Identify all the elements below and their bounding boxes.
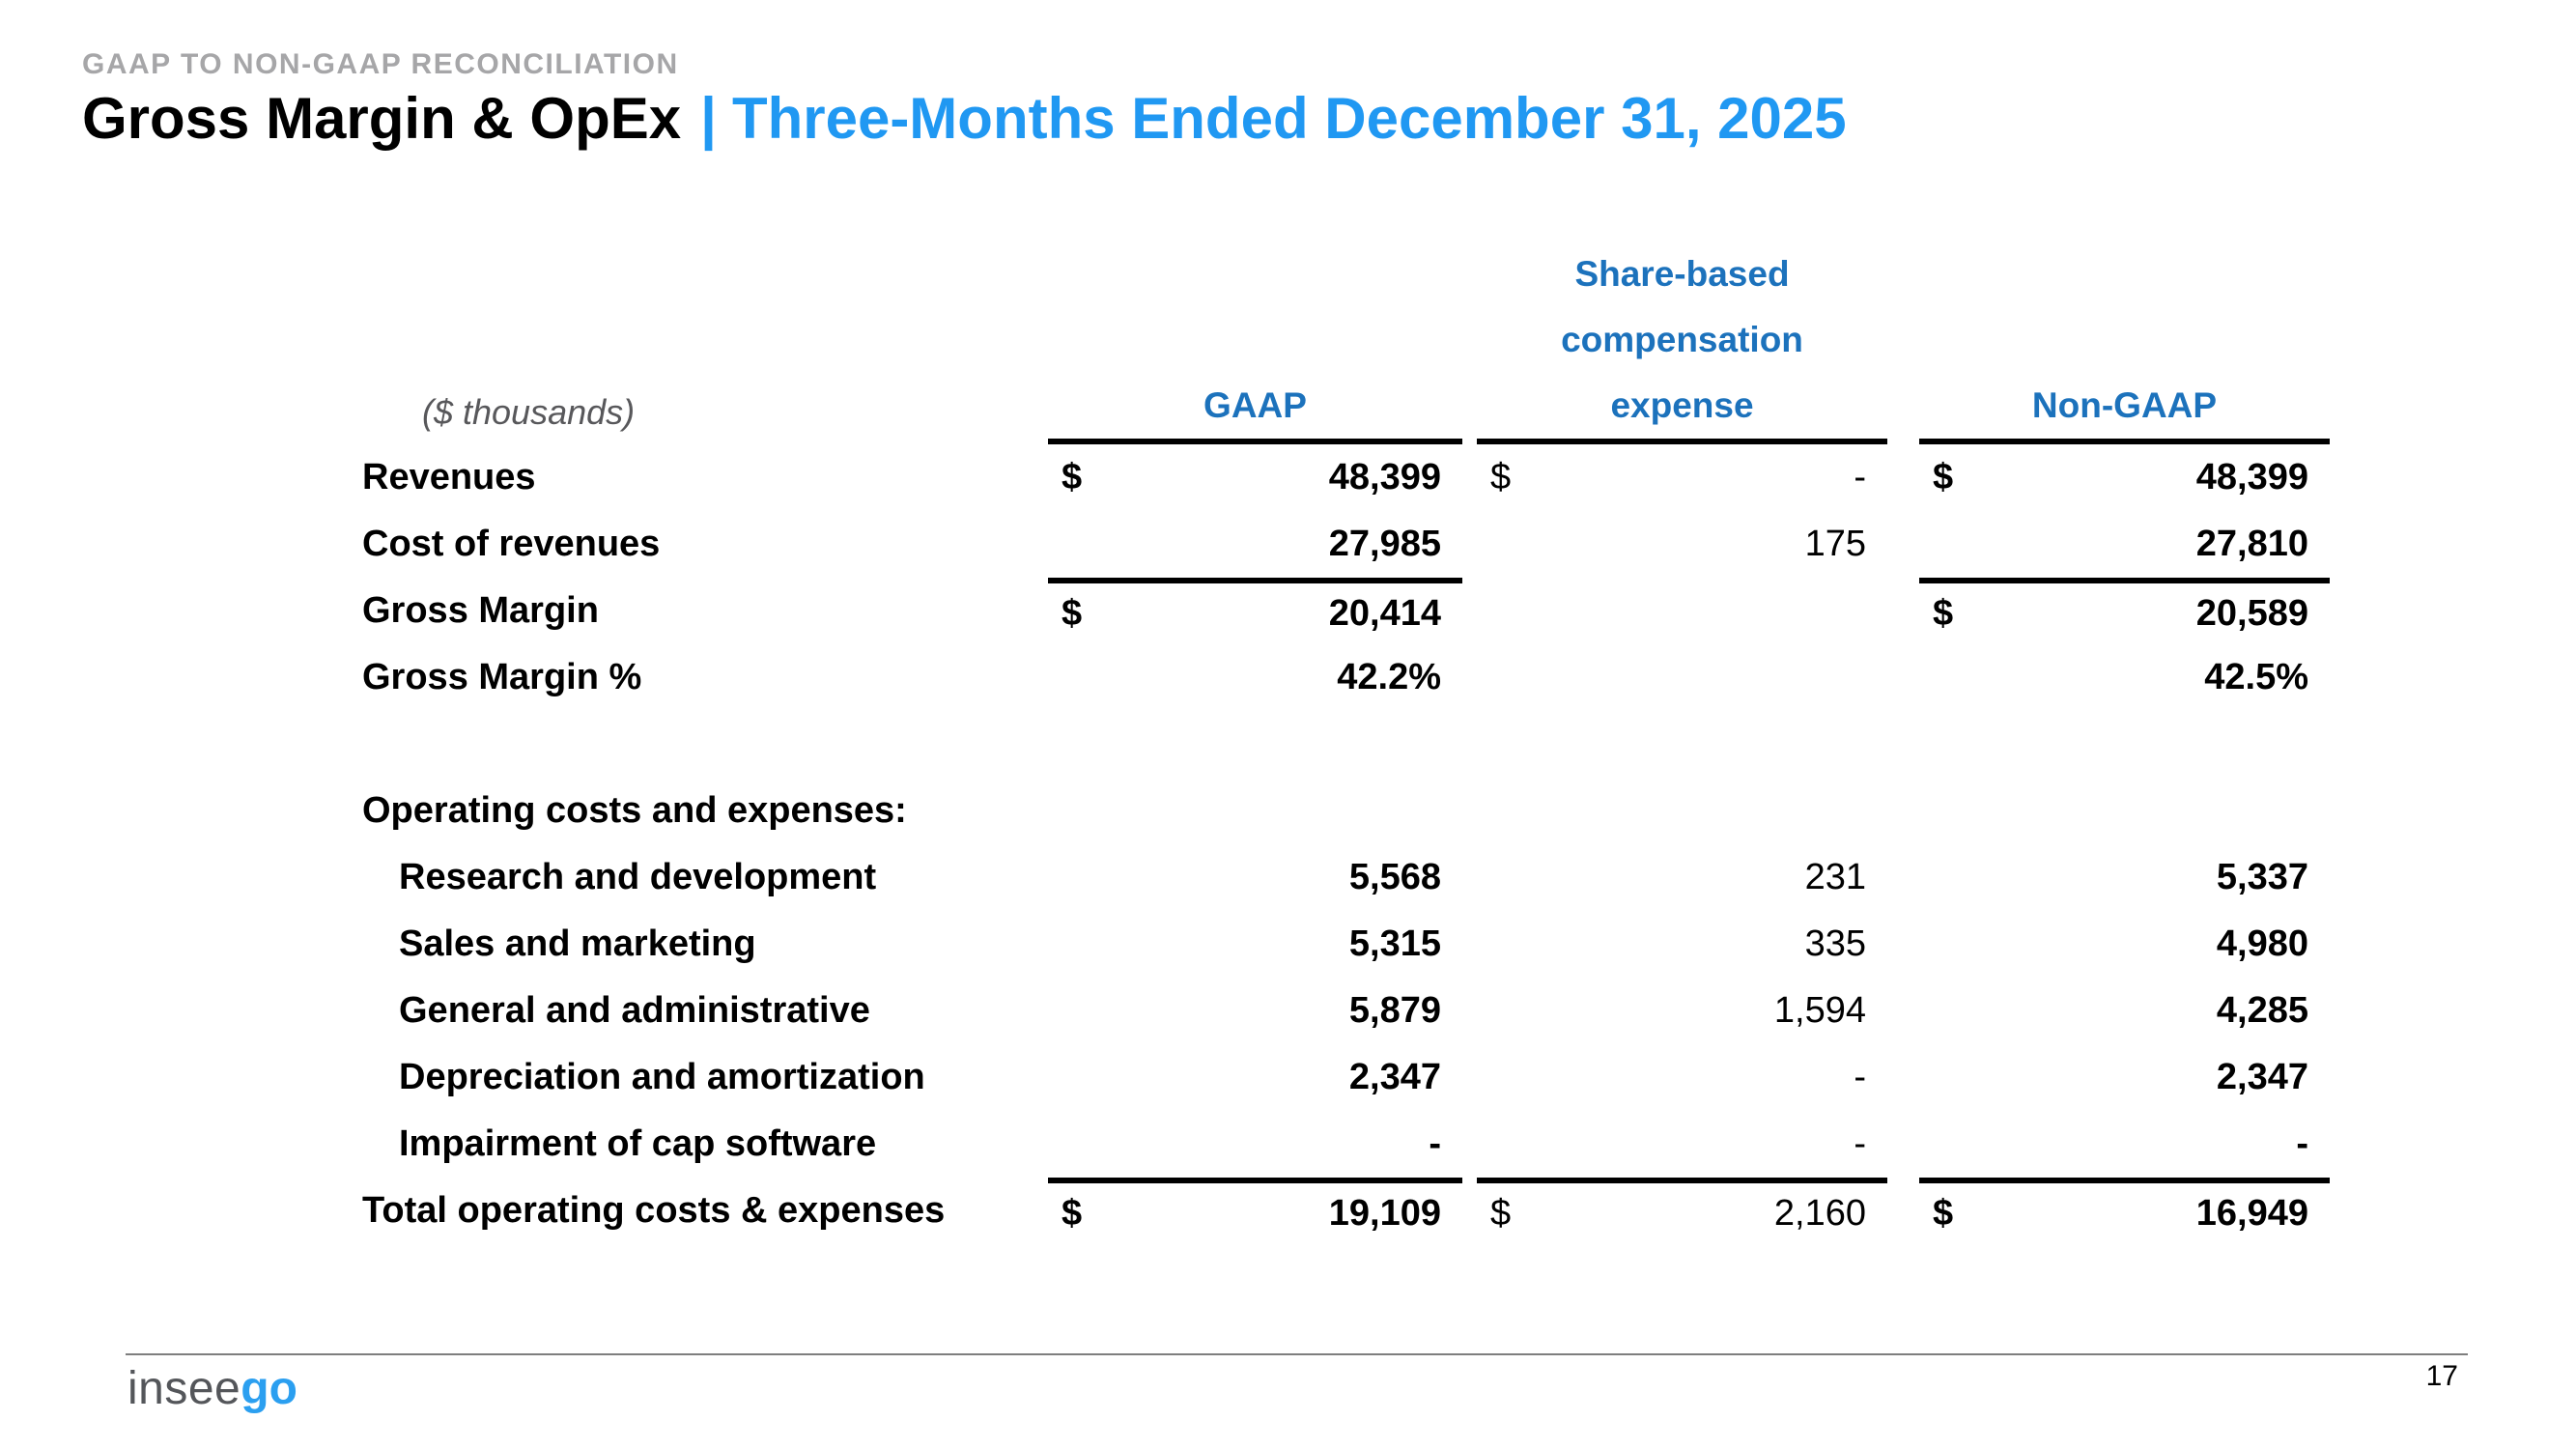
cell-sbc: - (1854, 1057, 1866, 1097)
row-label: Revenues (362, 457, 536, 497)
cell-gaap: $19,109 (1048, 1178, 1462, 1244)
cell-gaap: $48,399 (1062, 457, 1441, 497)
title-separator: | (700, 86, 717, 151)
table-row: Gross Margin $20,414 $20,589 (362, 578, 2330, 644)
table-row: Sales and marketing 5,315 335 4,980 (362, 911, 2330, 978)
row-label: General and administrative (399, 990, 870, 1031)
dollar-sign: $ (1062, 1193, 1083, 1234)
cell-non-gaap: $48,399 (1933, 457, 2308, 497)
cell-non-gaap: $20,589 (1919, 578, 2330, 644)
logo-text-insee: insee (127, 1363, 241, 1414)
table-row: Cost of revenues 27,985 175 27,810 (362, 511, 2330, 578)
table-spacer (362, 711, 2330, 778)
row-label: Cost of revenues (362, 524, 661, 564)
cell-sbc: 231 (1804, 857, 1866, 897)
sbc-header-line2: compensation (1561, 320, 1803, 359)
cell-non-gaap: $16,949 (1919, 1178, 2330, 1244)
cell-non-gaap: 2,347 (2216, 1057, 2308, 1097)
cell-gaap: 5,568 (1348, 857, 1441, 897)
page-number: 17 (2425, 1360, 2458, 1392)
cell-non-gaap: - (2296, 1123, 2308, 1164)
inseego-logo: inseego (127, 1362, 297, 1415)
cell-sbc: 335 (1804, 923, 1866, 964)
eyebrow: GAAP TO NON-GAAP RECONCILIATION (82, 48, 679, 80)
table-row: Research and development 5,568 231 5,337 (362, 844, 2330, 911)
cell-non-gaap: 27,810 (2195, 524, 2308, 564)
dollar-sign: $ (1062, 457, 1083, 497)
table-row: Gross Margin % 42.2% 42.5% (362, 644, 2330, 711)
cell-gaap: 5,879 (1348, 990, 1441, 1031)
cell-sbc: $2,160 (1477, 1178, 1887, 1244)
row-label: Gross Margin (362, 590, 599, 631)
cell-non-gaap: 4,980 (2216, 923, 2308, 964)
title-main: Gross Margin & OpEx (82, 86, 682, 151)
sbc-header-line3: expense (1610, 385, 1754, 425)
cell-sbc (1477, 578, 1887, 644)
cell-sbc (1477, 644, 1887, 711)
table-header-row: ($ thousands) GAAP Share-based compensat… (362, 242, 2330, 444)
cell-gaap: $20,414 (1048, 578, 1462, 644)
dollar-sign: $ (1933, 593, 1954, 634)
row-label: Impairment of cap software (399, 1123, 877, 1164)
title-period: Three-Months Ended December 31, 2025 (731, 86, 1847, 151)
table-row: Impairment of cap software - - - (362, 1111, 2330, 1178)
dollar-sign: $ (1490, 1193, 1512, 1234)
table-row-total: Total operating costs & expenses $19,109… (362, 1178, 2330, 1244)
cell-sbc: 175 (1804, 524, 1866, 564)
table-row: General and administrative 5,879 1,594 4… (362, 978, 2330, 1044)
row-label: Depreciation and amortization (399, 1057, 925, 1097)
page-title: Gross Margin & OpEx | Three-Months Ended D… (82, 85, 1847, 152)
footer-divider (126, 1353, 2468, 1355)
dollar-sign: $ (1933, 1193, 1954, 1234)
sbc-header-line1: Share-based (1574, 254, 1790, 294)
row-label: Total operating costs & expenses (362, 1190, 946, 1231)
table-row: Operating costs and expenses: (362, 778, 2330, 844)
cell-gaap: - (1429, 1123, 1441, 1164)
table-row: Depreciation and amortization 2,347 - 2,… (362, 1044, 2330, 1111)
cell-gaap: 27,985 (1328, 524, 1441, 564)
cell-non-gaap: 4,285 (2216, 990, 2308, 1031)
dollar-sign: $ (1062, 593, 1083, 634)
dollar-sign: $ (1490, 457, 1512, 497)
cell-sbc: - (1854, 1123, 1866, 1164)
row-label: Sales and marketing (399, 923, 756, 964)
column-header-gaap: GAAP (1048, 373, 1462, 444)
reconciliation-table: ($ thousands) GAAP Share-based compensat… (362, 242, 2330, 1244)
cell-non-gaap: 5,337 (2216, 857, 2308, 897)
cell-gaap: 2,347 (1348, 1057, 1441, 1097)
units-note: ($ thousands) (422, 392, 636, 432)
cell-non-gaap: 42.5% (2204, 657, 2308, 697)
table-row: Revenues $48,399 $ - $48,399 (362, 444, 2330, 511)
cell-gaap: 5,315 (1348, 923, 1441, 964)
row-label: Operating costs and expenses: (362, 790, 907, 831)
row-label: Research and development (399, 857, 877, 897)
cell-sbc: $ - (1490, 457, 1866, 497)
cell-sbc: 1,594 (1773, 990, 1866, 1031)
column-header-non-gaap: Non-GAAP (1919, 373, 2330, 444)
logo-text-go: go (241, 1363, 297, 1414)
column-header-sbc-expense: Share-based compensation expense (1477, 242, 1887, 444)
cell-gaap: 42.2% (1337, 657, 1441, 697)
dollar-sign: $ (1933, 457, 1954, 497)
row-label: Gross Margin % (362, 657, 642, 697)
